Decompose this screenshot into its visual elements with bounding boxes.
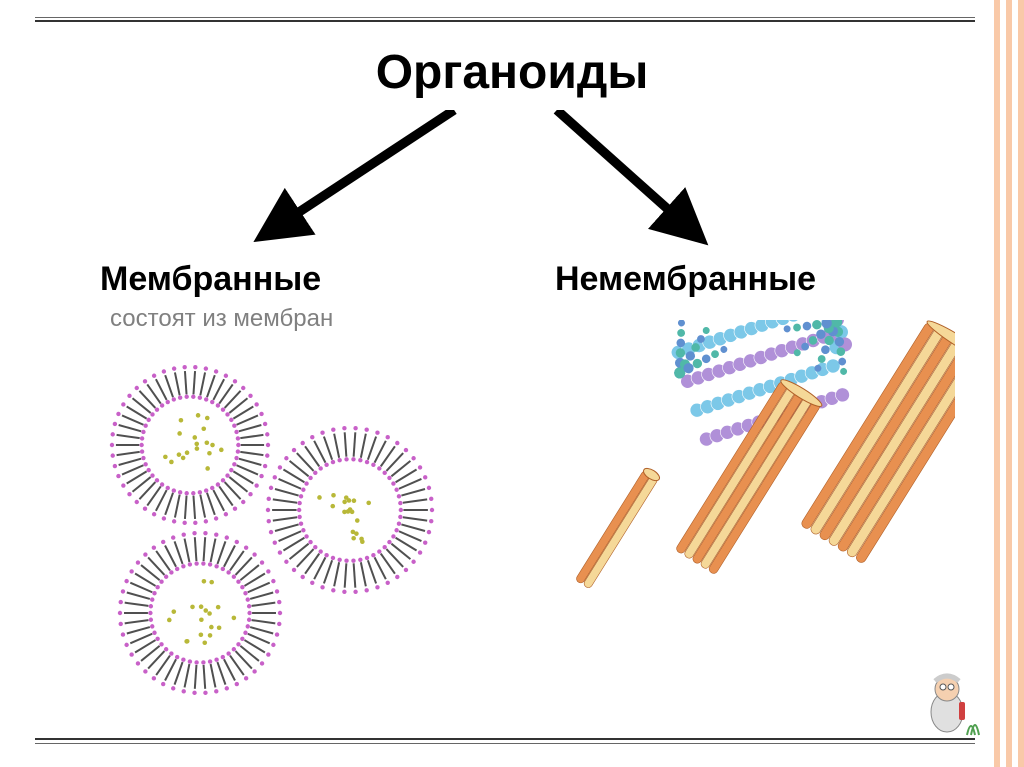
arrow-left [277,110,454,227]
left-branch-sublabel: состоят из мембран [110,305,333,333]
frame-line-top [35,17,975,18]
cartoon-scientist-icon [919,667,984,737]
left-branch-label: Мембранные [100,260,321,299]
arrow-right [557,110,688,227]
nonmembrane-illustration [545,320,955,700]
frame-line-bottom [35,743,975,744]
membrane-vesicles-illustration [75,355,445,695]
right-branch-label: Немембранные [555,260,816,299]
arrows-svg [0,110,1024,250]
diagram-title: Органоиды [0,45,1024,100]
slide-background: Органоиды Мембранные состоят из мембран … [0,0,1024,767]
